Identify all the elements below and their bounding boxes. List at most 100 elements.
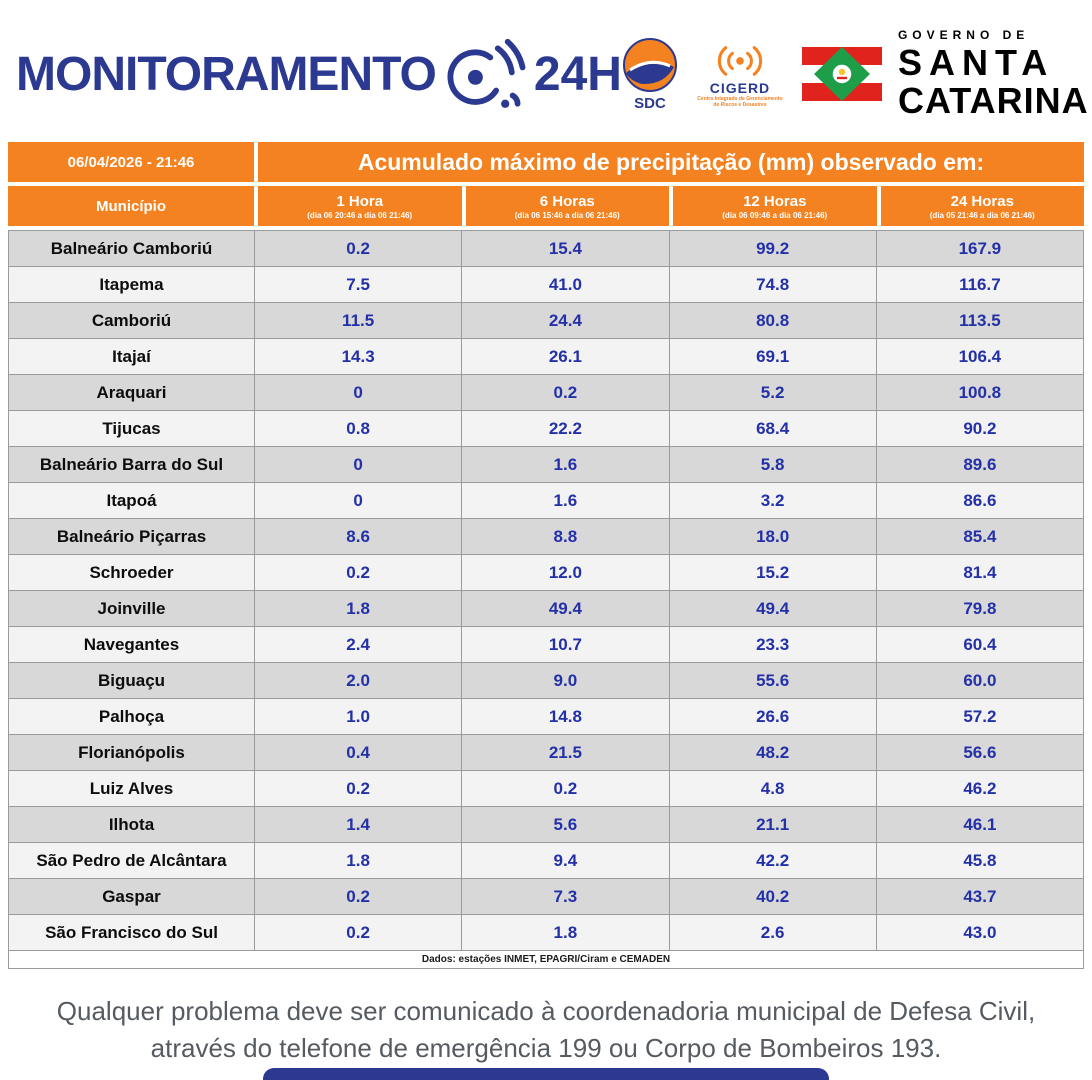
table-row: Tijucas 0.8 22.2 68.4 90.2 [9, 411, 1083, 446]
municipality-cell: Itajaí [9, 339, 254, 374]
value-cell: 5.6 [462, 807, 669, 842]
value-cell: 116.7 [876, 267, 1083, 302]
column-header-label: 6 Horas [539, 192, 595, 210]
column-header-1-hora: 1 Hora (dia 06 20:46 a dia 06 21:46) [258, 186, 462, 226]
brand-logo: MONITORAMENTO 24H [16, 31, 622, 117]
sdc-logo: SDC [622, 37, 678, 112]
value-cell: 11.5 [255, 303, 462, 338]
value-cell: 22.2 [462, 411, 669, 446]
value-cell: 0.2 [255, 771, 462, 806]
value-cell: 68.4 [669, 411, 876, 446]
source-note: Dados: estações INMET, EPAGRI/Ciram e CE… [9, 951, 1083, 968]
table-body: Balneário Camboriú 0.2 15.4 99.2 167.9 I… [8, 230, 1084, 969]
municipality-cell: Palhoça [9, 699, 254, 734]
table-row: Navegantes 2.4 10.7 23.3 60.4 [9, 627, 1083, 662]
value-cell: 26.6 [669, 699, 876, 734]
value-cell: 10.7 [462, 627, 669, 662]
value-cell: 60.0 [876, 663, 1083, 698]
value-cell: 167.9 [876, 231, 1083, 266]
cigerd-label: CIGERD [709, 79, 771, 96]
sdc-emblem-icon [622, 37, 677, 92]
santa-label: SANTA [897, 42, 1055, 83]
value-cell: 1.8 [255, 591, 462, 626]
value-cell: 45.8 [876, 843, 1083, 878]
value-cell: 1.4 [255, 807, 462, 842]
table-row: São Pedro de Alcântara 1.8 9.4 42.2 45.8 [9, 843, 1083, 878]
value-cell: 21.5 [462, 735, 669, 770]
value-cell: 0.2 [462, 375, 669, 410]
municipality-cell: Gaspar [9, 879, 254, 914]
brand-24h-text: 24H [533, 47, 622, 101]
report-datetime: 06/04/2026 - 21:46 [8, 142, 254, 182]
value-cell: 24.4 [462, 303, 669, 338]
value-cell: 15.2 [669, 555, 876, 590]
value-cell: 9.0 [462, 663, 669, 698]
santa-catarina-flag [801, 47, 882, 101]
table-title: Acumulado máximo de precipitação (mm) ob… [258, 142, 1084, 182]
value-cell: 26.1 [462, 339, 669, 374]
value-cell: 46.1 [876, 807, 1083, 842]
value-cell: 57.2 [876, 699, 1083, 734]
value-cell: 4.8 [669, 771, 876, 806]
value-cell: 21.1 [669, 807, 876, 842]
value-cell: 1.8 [255, 843, 462, 878]
table-row: Schroeder 0.2 12.0 15.2 81.4 [9, 555, 1083, 590]
value-cell: 0 [255, 375, 462, 410]
value-cell: 42.2 [669, 843, 876, 878]
municipality-cell: Balneário Barra do Sul [9, 447, 254, 482]
value-cell: 56.6 [876, 735, 1083, 770]
municipality-cell: Navegantes [9, 627, 254, 662]
column-header-period: (dia 06 20:46 a dia 06 21:46) [307, 210, 413, 220]
municipality-cell: Joinville [9, 591, 254, 626]
value-cell: 49.4 [669, 591, 876, 626]
value-cell: 0.4 [255, 735, 462, 770]
value-cell: 74.8 [669, 267, 876, 302]
brand-text: MONITORAMENTO [16, 47, 437, 101]
municipality-cell: Balneário Camboriú [9, 231, 254, 266]
value-cell: 100.8 [876, 375, 1083, 410]
value-cell: 0 [255, 447, 462, 482]
sdc-label: SDC [634, 94, 666, 112]
value-cell: 2.6 [669, 915, 876, 950]
value-cell: 0.2 [255, 555, 462, 590]
footer-line-2: através do telefone de emergência 199 ou… [150, 1033, 942, 1063]
value-cell: 46.2 [876, 771, 1083, 806]
municipality-cell: Balneário Piçarras [9, 519, 254, 554]
footer-notice: Qualquer problema deve ser comunicado à … [0, 993, 1092, 1067]
municipality-cell: São Francisco do Sul [9, 915, 254, 950]
column-header-12-horas: 12 Horas (dia 06 09:46 a dia 06 21:46) [673, 186, 877, 226]
municipality-cell: Schroeder [9, 555, 254, 590]
table-row: Balneário Barra do Sul 0 1.6 5.8 89.6 [9, 447, 1083, 482]
table-row: Itapema 7.5 41.0 74.8 116.7 [9, 267, 1083, 302]
municipality-cell: Itapoá [9, 483, 254, 518]
municipality-cell: Ilhota [9, 807, 254, 842]
column-header-label: 12 Horas [743, 192, 807, 210]
siren-radar-icon [447, 38, 526, 108]
value-cell: 0 [255, 483, 462, 518]
value-cell: 14.3 [255, 339, 462, 374]
value-cell: 43.0 [876, 915, 1083, 950]
value-cell: 86.6 [876, 483, 1083, 518]
value-cell: 5.8 [669, 447, 876, 482]
cigerd-subtitle: Centro Integrado de Gerenciamento de Ris… [697, 95, 783, 108]
bottom-accent-bar [263, 1068, 829, 1080]
value-cell: 0.2 [255, 879, 462, 914]
table-row: Itapoá 0 1.6 3.2 86.6 [9, 483, 1083, 518]
table-row: Palhoça 1.0 14.8 26.6 57.2 [9, 699, 1083, 734]
value-cell: 0.2 [255, 231, 462, 266]
value-cell: 48.2 [669, 735, 876, 770]
value-cell: 18.0 [669, 519, 876, 554]
title-bar: 06/04/2026 - 21:46 Acumulado máximo de p… [0, 142, 1092, 182]
value-cell: 81.4 [876, 555, 1083, 590]
value-cell: 60.4 [876, 627, 1083, 662]
municipality-cell: Luiz Alves [9, 771, 254, 806]
column-header-period: (dia 05 21:46 a dia 06 21:46) [929, 210, 1035, 220]
column-header-6-horas: 6 Horas (dia 06 15:46 a dia 06 21:46) [465, 186, 669, 226]
value-cell: 14.8 [462, 699, 669, 734]
table-row: Araquari 0 0.2 5.2 100.8 [9, 375, 1083, 410]
value-cell: 43.7 [876, 879, 1083, 914]
value-cell: 55.6 [669, 663, 876, 698]
value-cell: 9.4 [462, 843, 669, 878]
value-cell: 7.3 [462, 879, 669, 914]
